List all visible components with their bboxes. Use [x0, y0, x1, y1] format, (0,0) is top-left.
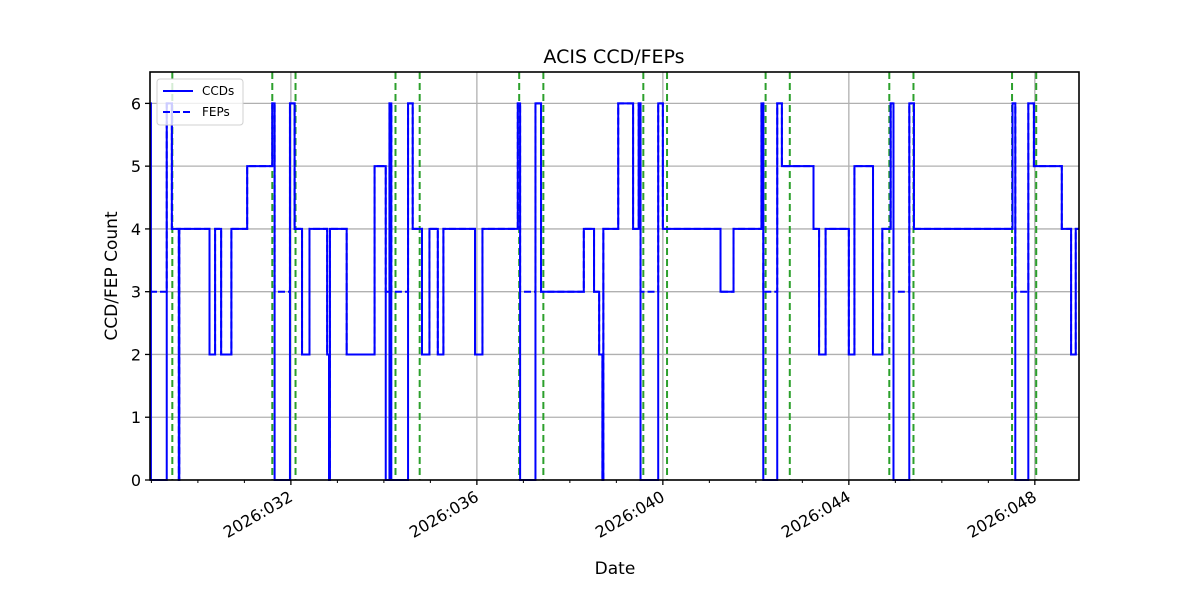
y-tick-label: 1 — [131, 408, 141, 427]
chart-title: ACIS CCD/FEPs — [543, 46, 684, 68]
legend-ccds-label: CCDs — [202, 84, 234, 98]
legend-feps-label: FEPs — [202, 105, 230, 119]
plot-frame — [149, 71, 1080, 481]
data-series — [149, 102, 1079, 481]
y-axis-ticks: 0 1 2 3 4 5 6 — [131, 94, 150, 490]
y-tick-label: 3 — [131, 283, 141, 302]
x-axis-label: Date — [595, 559, 636, 579]
y-tick-label: 2 — [131, 345, 141, 364]
y-tick-label: 0 — [131, 471, 141, 490]
y-tick-label: 5 — [131, 157, 141, 176]
y-tick-label: 4 — [131, 220, 141, 239]
y-tick-label: 6 — [131, 94, 141, 113]
legend: CCDs FEPs — [156, 78, 244, 126]
series-feps — [150, 102, 1079, 481]
y-axis-label: CCD/FEP Count — [102, 211, 122, 341]
